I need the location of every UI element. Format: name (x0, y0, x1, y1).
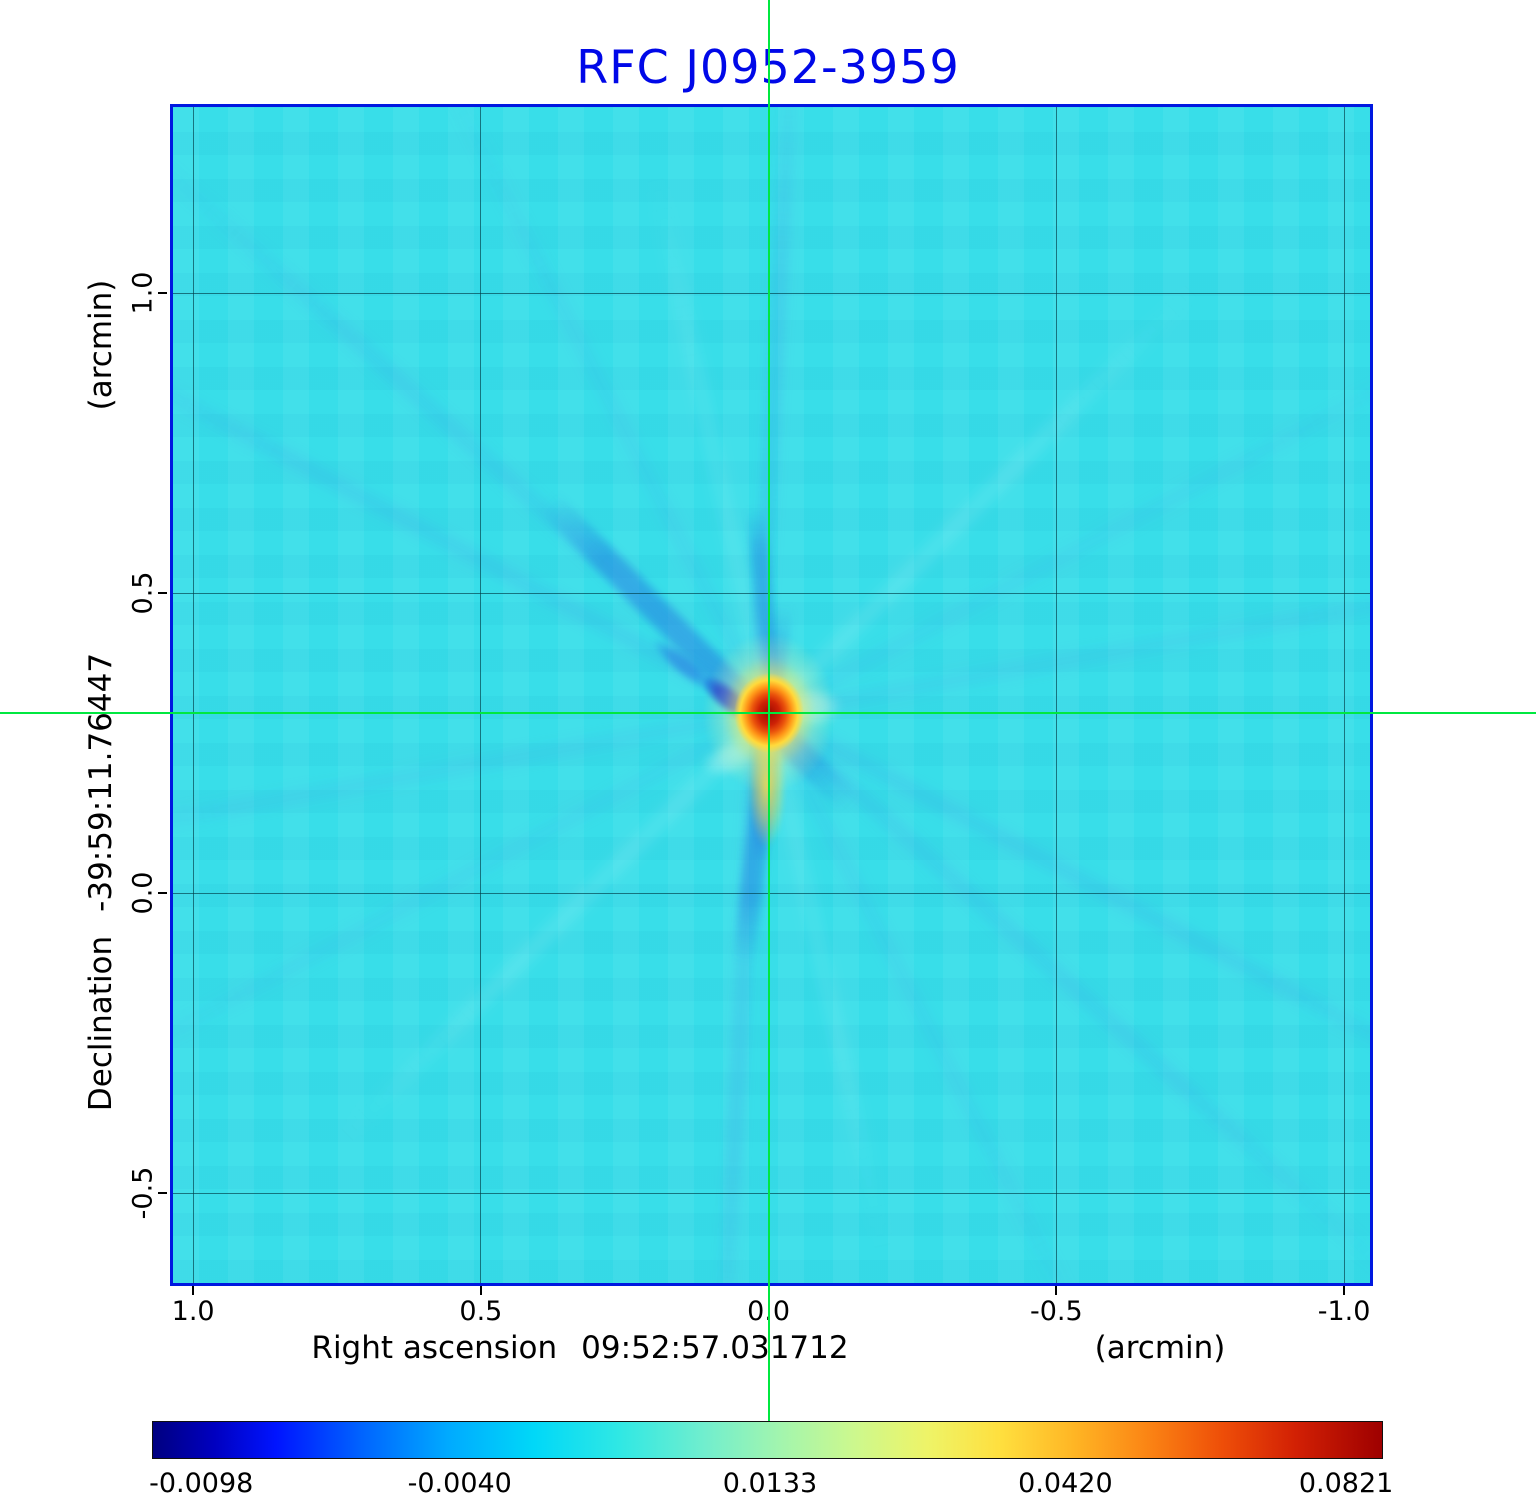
crosshair-vertical-line (767, 0, 770, 1421)
x-tick-label: 1.0 (171, 1296, 215, 1327)
y-axis-label: Declination (83, 935, 119, 1112)
grid-line-horizontal (173, 1192, 1370, 1194)
x-axis-coordinate: 09:52:57.031712 (581, 1330, 849, 1366)
x-axis-tick (479, 1286, 482, 1295)
x-axis-label: Right ascension (311, 1330, 558, 1366)
grid-line-horizontal (173, 292, 1370, 294)
grid-layer (173, 107, 1370, 1283)
x-tick-label: -0.5 (1030, 1296, 1083, 1327)
y-axis-title: Declination -39:59:11.76447 (83, 653, 119, 1111)
y-tick-label: 0.0 (127, 871, 159, 915)
x-tick-label: -1.0 (1317, 1296, 1371, 1327)
grid-line-horizontal (173, 592, 1370, 594)
grid-line-vertical (480, 107, 482, 1283)
x-axis-title: Right ascension 09:52:57.031712 (311, 1330, 848, 1366)
x-tick-label: 0.5 (459, 1296, 503, 1327)
y-axis-coordinate: -39:59:11.76447 (83, 652, 119, 912)
y-tick-label: 0.5 (127, 571, 159, 615)
y-tick-label: -0.5 (127, 1166, 159, 1220)
x-axis-tick (1055, 1286, 1058, 1295)
grid-line-vertical (1055, 107, 1057, 1283)
grid-line-horizontal (173, 892, 1370, 894)
crosshair-horizontal-line (0, 712, 1536, 714)
y-axis-tick (158, 892, 167, 894)
x-axis-unit: (arcmin) (1094, 1330, 1226, 1366)
y-axis-tick (158, 292, 167, 294)
y-axis-tick (158, 1192, 167, 1194)
y-axis-tick (158, 592, 167, 594)
intensity-map (170, 104, 1373, 1286)
x-axis-tick (192, 1286, 195, 1295)
x-axis-tick (1343, 1286, 1346, 1295)
colorbar-tick-label: 0.0420 (1018, 1468, 1113, 1499)
grid-line-vertical (1343, 107, 1345, 1283)
colorbar (152, 1421, 1383, 1459)
y-tick-label: 1.0 (127, 271, 159, 315)
colorbar-tick-label: 0.0133 (722, 1468, 818, 1499)
grid-line-vertical (192, 107, 194, 1283)
y-axis-unit: (arcmin) (83, 279, 119, 411)
plot-title: RFC J0952-3959 (576, 40, 960, 94)
colorbar-tick-label: -0.0098 (149, 1468, 254, 1499)
colorbar-tick-label: -0.0040 (407, 1468, 512, 1499)
colorbar-tick-label: 0.0821 (1298, 1468, 1394, 1499)
